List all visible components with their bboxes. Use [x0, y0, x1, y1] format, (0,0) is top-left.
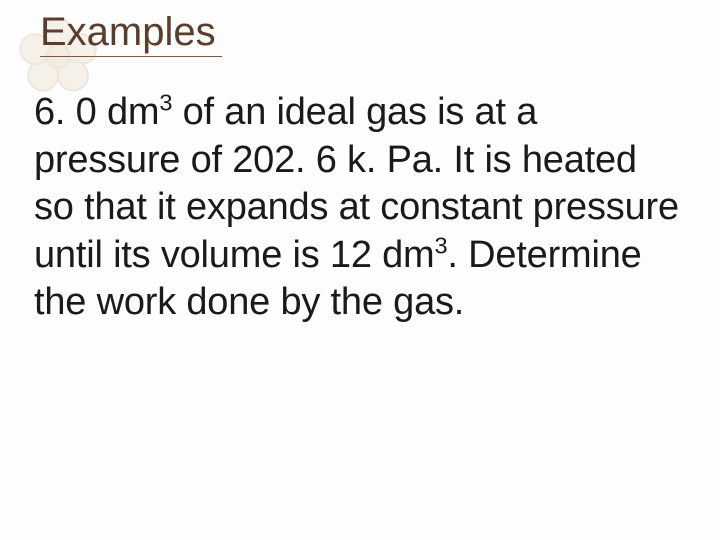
superscript-1: 3 [159, 89, 172, 115]
body-span-1a: 6. 0 dm [34, 91, 159, 133]
slide-body: 6. 0 dm3 of an ideal gas is at a pressur… [34, 89, 686, 327]
superscript-2: 3 [435, 232, 448, 258]
slide-title: Examples [40, 10, 222, 57]
slide-container: Examples 6. 0 dm3 of an ideal gas is at … [0, 0, 720, 540]
